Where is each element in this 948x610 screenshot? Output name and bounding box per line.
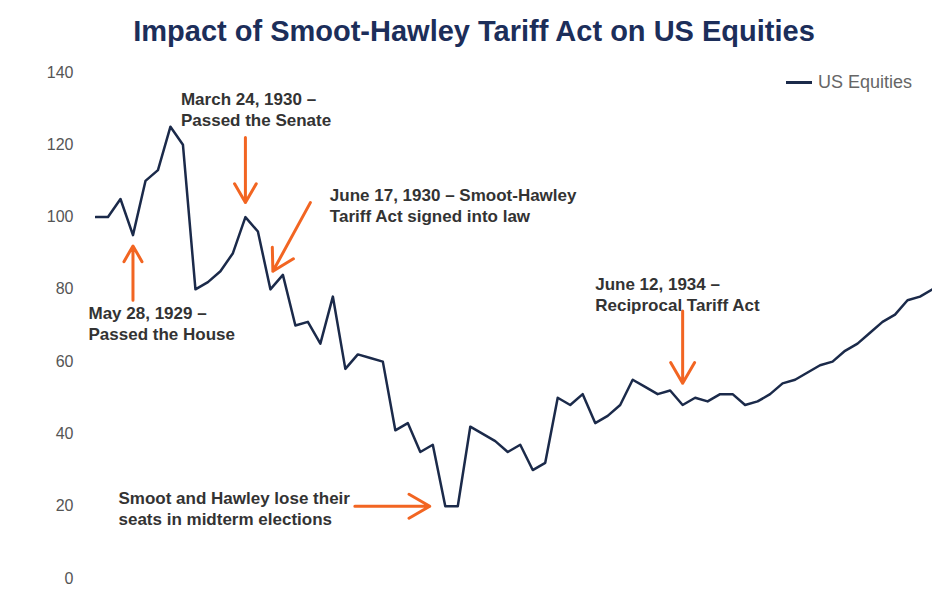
html-text:Impact of Smoot-Hawley Tariff: Impact of Smoot-Hawley Tariff Act on US … bbox=[133, 15, 815, 47]
svg-text:May 28, 1929 –Passed the House: May 28, 1929 –Passed the House bbox=[89, 304, 235, 344]
svg-text:60: 60 bbox=[56, 353, 74, 370]
svg-text:20: 20 bbox=[56, 497, 74, 514]
svg-text:140: 140 bbox=[47, 64, 74, 81]
svg-text:40: 40 bbox=[56, 425, 74, 442]
svg-text:March 24, 1930 –Passed the Sen: March 24, 1930 –Passed the Senate bbox=[181, 90, 331, 130]
svg-text:0: 0 bbox=[65, 570, 74, 587]
svg-text:Smoot and Hawley lose theirsea: Smoot and Hawley lose theirseats in midt… bbox=[118, 489, 350, 529]
html-text:US Equities: US Equities bbox=[818, 72, 912, 92]
svg-text:June 12, 1934 –Reciprocal Tari: June 12, 1934 –Reciprocal Tariff Act bbox=[595, 275, 760, 315]
svg-text:80: 80 bbox=[56, 280, 74, 297]
svg-text:100: 100 bbox=[47, 208, 74, 225]
svg-text:120: 120 bbox=[47, 136, 74, 153]
svg-text:June 17, 1930 – Smoot-HawleyTa: June 17, 1930 – Smoot-HawleyTariff Act s… bbox=[330, 186, 577, 226]
